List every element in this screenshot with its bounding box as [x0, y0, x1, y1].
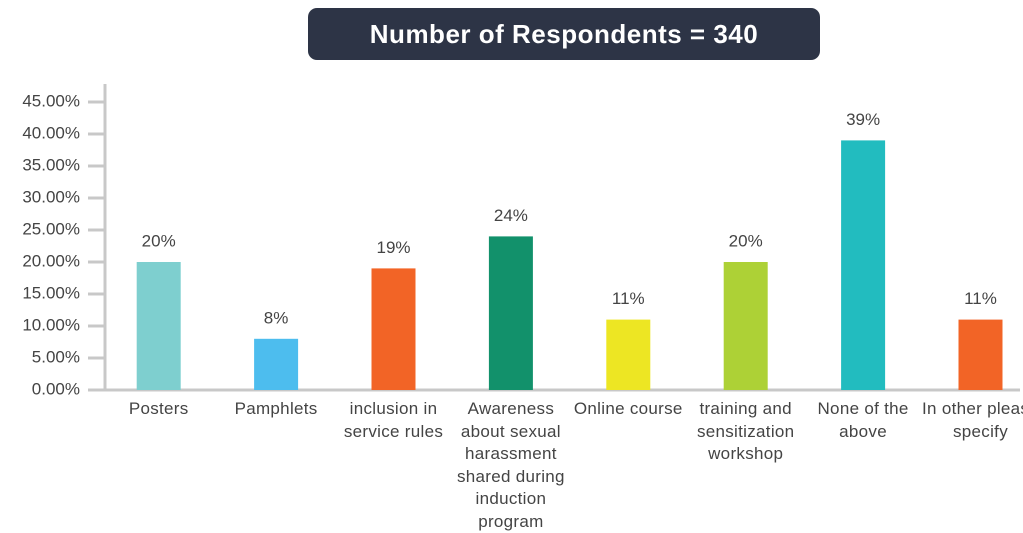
y-tick-label: 15.00% — [22, 283, 80, 302]
x-tick-label: None of the above — [804, 398, 922, 443]
y-tick-label: 30.00% — [22, 187, 80, 206]
data-label: 20% — [142, 231, 176, 250]
bar — [372, 268, 416, 390]
data-label: 19% — [376, 238, 410, 257]
x-tick-label: Pamphlets — [217, 398, 335, 421]
bar — [137, 262, 181, 390]
chart: Number of Respondents = 340 0.00%5.00%10… — [0, 0, 1023, 511]
y-tick-label: 40.00% — [22, 123, 80, 142]
y-tick-label: 20.00% — [22, 251, 80, 270]
x-tick-label: Online course — [569, 398, 687, 421]
data-label: 20% — [729, 231, 763, 250]
y-tick-label: 5.00% — [32, 347, 80, 366]
data-label: 24% — [494, 206, 528, 225]
x-tick-label: In other please specify — [922, 398, 1023, 443]
bar — [254, 339, 298, 390]
bar — [489, 236, 533, 390]
data-label: 8% — [264, 308, 289, 327]
data-label: 11% — [612, 289, 645, 308]
x-tick-label: inclusion in service rules — [335, 398, 453, 443]
data-label: 11% — [964, 289, 997, 308]
y-tick-label: 25.00% — [22, 219, 80, 238]
y-tick-label: 35.00% — [22, 155, 80, 174]
y-tick-label: 0.00% — [32, 379, 80, 398]
x-tick-label: Awareness about sexual harassment shared… — [452, 398, 570, 533]
bar — [606, 320, 650, 390]
data-label: 39% — [846, 110, 880, 129]
bar — [959, 320, 1003, 390]
y-tick-label: 45.00% — [22, 91, 80, 110]
x-tick-label: Posters — [100, 398, 218, 421]
bar — [841, 140, 885, 390]
y-tick-label: 10.00% — [22, 315, 80, 334]
x-tick-label: training and sensitization workshop — [687, 398, 805, 466]
bar — [724, 262, 768, 390]
